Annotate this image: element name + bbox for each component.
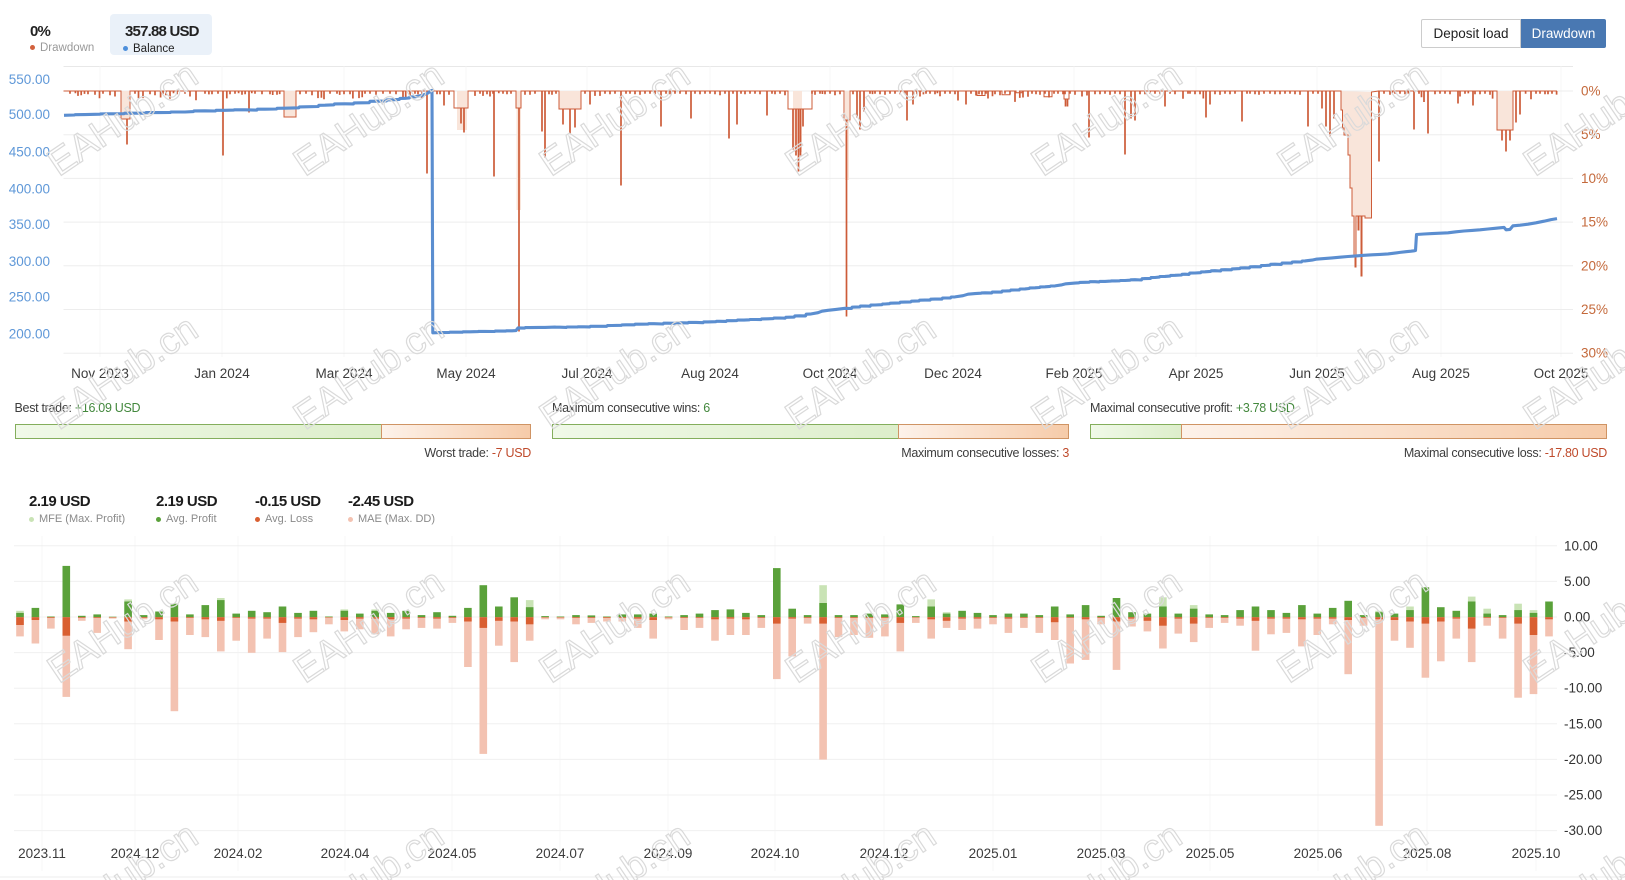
svg-text:Nov 2023: Nov 2023 — [71, 366, 129, 381]
svg-text:2024.12: 2024.12 — [111, 846, 160, 861]
svg-text:2025.06: 2025.06 — [1294, 846, 1343, 861]
svg-text:Jan 2024: Jan 2024 — [194, 366, 250, 381]
svg-text:2024.04: 2024.04 — [321, 846, 370, 861]
svg-text:-30.00: -30.00 — [1564, 823, 1602, 838]
svg-text:2024.07: 2024.07 — [536, 846, 585, 861]
svg-text:-25.00: -25.00 — [1564, 788, 1602, 803]
svg-text:20%: 20% — [1581, 258, 1608, 273]
svg-text:0%: 0% — [1581, 84, 1601, 99]
svg-text:-20.00: -20.00 — [1564, 752, 1602, 767]
svg-text:30%: 30% — [1581, 346, 1608, 361]
svg-text:Jul 2024: Jul 2024 — [561, 366, 613, 381]
svg-text:May 2024: May 2024 — [436, 366, 496, 381]
svg-text:Mar 2024: Mar 2024 — [315, 366, 373, 381]
svg-text:550.00: 550.00 — [9, 72, 50, 87]
svg-text:10%: 10% — [1581, 171, 1608, 186]
svg-text:Oct 2024: Oct 2024 — [803, 366, 858, 381]
svg-text:0.00: 0.00 — [1564, 610, 1590, 625]
svg-text:2024.09: 2024.09 — [644, 846, 693, 861]
svg-text:5.00: 5.00 — [1564, 574, 1590, 589]
svg-text:Feb 2025: Feb 2025 — [1045, 366, 1102, 381]
svg-text:2025.08: 2025.08 — [1403, 846, 1452, 861]
svg-text:Jun 2025: Jun 2025 — [1289, 366, 1345, 381]
svg-text:300.00: 300.00 — [9, 254, 50, 269]
svg-text:Oct 2025: Oct 2025 — [1534, 366, 1589, 381]
svg-text:2024.02: 2024.02 — [214, 846, 263, 861]
svg-text:25%: 25% — [1581, 302, 1608, 317]
svg-text:-10.00: -10.00 — [1564, 681, 1602, 696]
svg-text:Dec 2024: Dec 2024 — [924, 366, 982, 381]
svg-text:2023.11: 2023.11 — [18, 846, 66, 861]
svg-text:15%: 15% — [1581, 215, 1608, 230]
svg-text:-15.00: -15.00 — [1564, 716, 1602, 731]
svg-text:Aug 2025: Aug 2025 — [1412, 366, 1470, 381]
svg-text:200.00: 200.00 — [9, 327, 50, 342]
svg-text:500.00: 500.00 — [9, 107, 50, 122]
svg-text:450.00: 450.00 — [9, 144, 50, 159]
svg-text:2024.12: 2024.12 — [860, 846, 909, 861]
svg-text:-5.00: -5.00 — [1564, 645, 1595, 660]
svg-text:400.00: 400.00 — [9, 181, 50, 196]
svg-text:2025.01: 2025.01 — [969, 846, 1018, 861]
svg-text:2024.05: 2024.05 — [428, 846, 477, 861]
svg-text:350.00: 350.00 — [9, 217, 50, 232]
svg-text:2024.10: 2024.10 — [751, 846, 800, 861]
svg-text:250.00: 250.00 — [9, 290, 50, 305]
svg-text:2025.10: 2025.10 — [1512, 846, 1561, 861]
svg-text:5%: 5% — [1581, 127, 1601, 142]
svg-text:2025.05: 2025.05 — [1186, 846, 1235, 861]
svg-text:Apr 2025: Apr 2025 — [1169, 366, 1224, 381]
svg-text:10.00: 10.00 — [1564, 538, 1598, 553]
svg-text:2025.03: 2025.03 — [1077, 846, 1126, 861]
svg-text:Aug 2024: Aug 2024 — [681, 366, 739, 381]
